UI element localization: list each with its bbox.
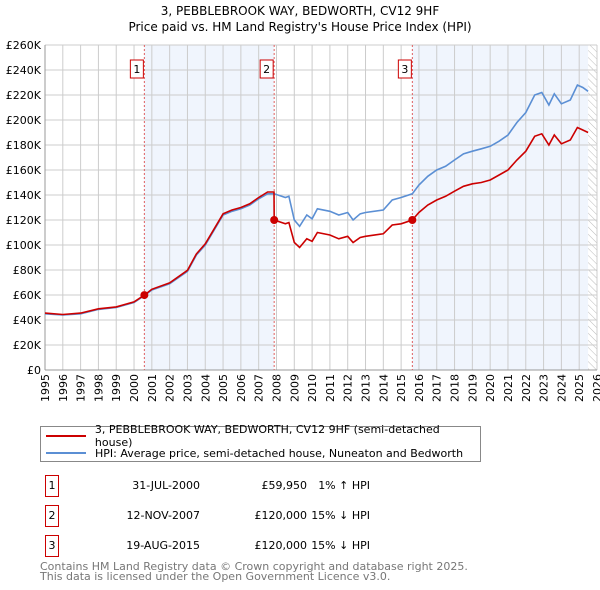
- x-tick-label: 2017: [431, 374, 444, 402]
- sale-label: 2: [263, 63, 270, 76]
- x-tick-label: 2009: [288, 374, 301, 402]
- y-tick-label: £260K: [6, 39, 42, 52]
- footer-licence: This data is licensed under the Open Gov…: [40, 570, 391, 583]
- x-tick-label: 2022: [520, 374, 533, 402]
- x-tick-label: 2023: [538, 374, 551, 402]
- y-tick-label: £240K: [6, 64, 42, 77]
- transaction-row: 3 19-AUG-2015 £120,000 15% ↓ HPI: [40, 535, 440, 557]
- x-tick-label: 2006: [235, 374, 248, 402]
- legend-item-hpi: HPI: Average price, semi-detached house,…: [46, 445, 463, 461]
- legend-label: 3, PEBBLEBROOK WAY, BEDWORTH, CV12 9HF (…: [94, 423, 440, 449]
- x-tick-label: 2001: [146, 374, 159, 402]
- y-tick-label: £40K: [13, 314, 42, 327]
- forecast-hatch: [588, 45, 597, 370]
- x-tick-label: 2026: [591, 374, 600, 402]
- transaction-date: 12-NOV-2007: [126, 509, 200, 522]
- transaction-hpi: 1% ↑ HPI: [318, 479, 370, 492]
- y-tick-label: £80K: [13, 264, 42, 277]
- y-tick-label: £180K: [6, 139, 42, 152]
- x-tick-label: 1997: [75, 374, 88, 402]
- transaction-price: £59,950: [261, 479, 308, 492]
- x-tick-label: 1996: [57, 374, 70, 402]
- x-tick-label: 2005: [217, 374, 230, 402]
- x-tick-label: 2021: [502, 374, 515, 402]
- chart-subtitle: Price paid vs. HM Land Registry's House …: [128, 20, 472, 34]
- y-tick-label: £0: [27, 364, 41, 377]
- price-paid-line: [44, 126, 589, 316]
- x-tick-label: 1999: [110, 374, 123, 402]
- x-tick-label: 2012: [342, 374, 355, 402]
- y-tick-label: £160K: [6, 164, 42, 177]
- y-tick-label: £140K: [6, 189, 42, 202]
- x-tick-label: 2010: [306, 374, 319, 402]
- x-tick-label: 2007: [253, 374, 266, 402]
- sale-label-box: [397, 59, 412, 79]
- sale-label: 1: [133, 63, 140, 76]
- y-tick-label: £100K: [6, 239, 42, 252]
- x-tick-label: 2015: [395, 374, 408, 402]
- x-tick-label: 2011: [324, 374, 337, 402]
- x-tick-label: 2020: [484, 374, 497, 402]
- x-tick-label: 2004: [199, 374, 212, 402]
- transaction-number: 2: [45, 505, 59, 527]
- legend-label: HPI: Average price, semi-detached house,…: [95, 446, 464, 460]
- x-tick-label: 1995: [39, 374, 52, 402]
- chart-title: 3, PEBBLEBROOK WAY, BEDWORTH, CV12 9HF: [160, 4, 440, 18]
- legend-swatch-blue: [46, 452, 86, 454]
- x-tick-label: 2013: [360, 374, 373, 402]
- transaction-row: 1 31-JUL-2000 £59,950 1% ↑ HPI: [40, 475, 440, 497]
- sale-label-box: [129, 59, 144, 79]
- x-tick-label: 1998: [92, 374, 105, 402]
- sale-label-box: [259, 59, 274, 79]
- x-tick-label: 2002: [164, 374, 177, 402]
- sale-point: [140, 291, 149, 300]
- x-tick-label: 2014: [377, 374, 390, 402]
- x-tick-label: 2019: [466, 374, 479, 402]
- x-tick-label: 2003: [181, 374, 194, 402]
- y-tick-label: £120K: [6, 214, 42, 227]
- transaction-price: £120,000: [254, 539, 308, 552]
- x-tick-label: 2018: [449, 374, 462, 402]
- transaction-number: 3: [45, 535, 59, 557]
- transaction-price: £120,000: [254, 509, 308, 522]
- transaction-hpi: 15% ↓ HPI: [311, 509, 370, 522]
- shaded-period-1: [144, 45, 275, 370]
- x-tick-label: 2000: [128, 374, 141, 402]
- transaction-number: 1: [45, 475, 59, 497]
- footer-copyright: Contains HM Land Registry data © Crown c…: [40, 560, 468, 573]
- x-tick-label: 2024: [555, 374, 568, 402]
- transaction-date: 19-AUG-2015: [126, 539, 200, 552]
- sale-point: [408, 216, 417, 224]
- y-tick-label: £20K: [13, 339, 42, 352]
- x-tick-label: 2025: [573, 374, 586, 402]
- x-tick-label: 2008: [270, 374, 283, 402]
- y-tick-label: £220K: [6, 89, 42, 102]
- transaction-hpi: 15% ↓ HPI: [311, 539, 370, 552]
- legend-swatch-red: [46, 435, 86, 437]
- legend-item-property: 3, PEBBLEBROOK WAY, BEDWORTH, CV12 9HF (…: [46, 423, 480, 449]
- x-tick-label: 2016: [413, 374, 426, 402]
- legend: 3, PEBBLEBROOK WAY, BEDWORTH, CV12 9HF (…: [40, 423, 481, 462]
- y-tick-label: £200K: [6, 114, 42, 127]
- sale-label: 3: [401, 63, 408, 76]
- price-chart: 1995 1996 1997 1998 1999 2000 2001 2002 2003 2004…: [6, 39, 600, 402]
- sale-point: [270, 216, 279, 224]
- transaction-row: 2 12-NOV-2007 £120,000 15% ↓ HPI: [40, 505, 440, 527]
- transaction-date: 31-JUL-2000: [132, 479, 200, 492]
- y-tick-label: £60K: [13, 289, 42, 302]
